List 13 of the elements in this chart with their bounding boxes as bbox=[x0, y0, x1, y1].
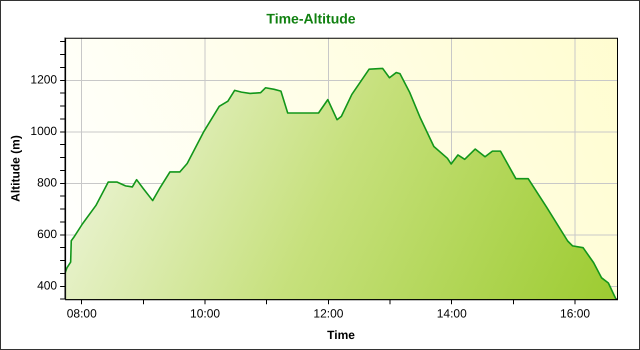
chart-title: Time-Altitude bbox=[266, 10, 356, 26]
x-tick-label: 14:00 bbox=[436, 306, 468, 321]
y-axis-title: Altitude (m) bbox=[8, 135, 23, 202]
x-tick-label: 16:00 bbox=[560, 306, 590, 321]
y-tick-label: 800 bbox=[37, 176, 58, 190]
y-tick-label: 1200 bbox=[30, 72, 58, 87]
x-tick-label: 10:00 bbox=[190, 306, 220, 321]
x-tick-label: 12:00 bbox=[313, 306, 344, 321]
x-axis-title: Time bbox=[327, 328, 356, 342]
y-tick-label: 1000 bbox=[30, 124, 58, 138]
y-tick-label: 600 bbox=[37, 227, 58, 242]
x-tick-label: 08:00 bbox=[66, 306, 98, 321]
y-tick-label: 400 bbox=[37, 278, 58, 293]
